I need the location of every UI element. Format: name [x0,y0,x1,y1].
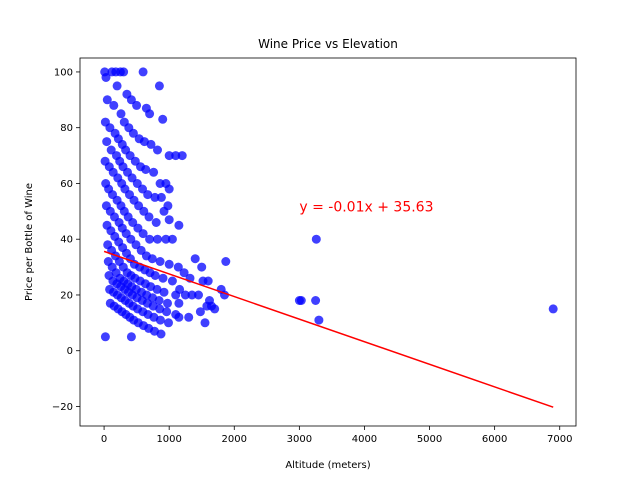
data-point [155,315,165,325]
data-point [194,290,203,300]
data-point [155,257,165,266]
data-point [154,296,164,305]
data-point [150,192,160,202]
data-point [112,81,122,91]
data-point [156,329,166,339]
x-tick-label: 6000 [482,434,507,445]
x-tick-label: 1000 [156,434,181,445]
data-point [177,151,187,161]
data-point [106,145,116,155]
data-point [164,318,173,328]
data-point [155,304,165,314]
data-point [138,229,148,239]
data-point [159,206,169,216]
data-point [548,304,558,314]
y-axis-label: Price per Bottle of Wine [24,183,35,301]
x-tick-label: 0 [101,434,107,445]
data-point [203,276,213,286]
y-axis: −20 0 20 40 60 80 100 [52,67,80,413]
data-point [314,315,324,325]
data-point [200,318,210,328]
data-point [167,234,177,244]
data-point [143,190,153,200]
y-tick-label: 100 [54,67,73,78]
data-point [102,95,112,105]
data-point [147,254,157,264]
data-point [180,290,190,300]
y-tick-label: 0 [67,346,73,357]
data-point [145,109,155,119]
regression-layer [103,250,554,408]
data-point [164,184,174,194]
regression-line [103,250,554,408]
y-tick-label: 60 [60,179,73,190]
data-point [174,298,184,308]
x-tick-label: 2000 [222,434,247,445]
data-point [311,234,321,244]
plot-frame [79,57,577,427]
data-point [195,307,205,317]
data-point [100,332,110,342]
data-point [210,304,220,314]
data-point [128,128,138,138]
data-point [164,151,174,161]
x-tick-label: 3000 [287,434,312,445]
data-point [173,262,183,272]
x-tick-label: 7000 [547,434,572,445]
data-point [175,284,185,294]
data-point [174,312,184,322]
chart-title: Wine Price vs Elevation [258,37,398,51]
data-point [179,268,189,278]
data-point [149,167,159,177]
data-point [151,218,161,227]
data-point [141,165,151,174]
data-point [153,234,162,244]
data-point [187,290,197,300]
data-point [152,284,162,294]
data-point [184,312,194,322]
data-point [102,137,112,147]
data-point [161,234,171,244]
y-tick-label: 40 [60,235,73,246]
data-point [126,332,136,342]
x-tick-label: 4000 [352,434,377,445]
x-axis-label: Altitude (meters) [285,460,370,471]
data-point [119,67,129,77]
data-point [109,100,119,110]
data-point [190,254,200,264]
data-point [150,271,160,280]
data-point [156,192,166,202]
y-tick-label: 80 [60,123,73,134]
data-point [167,276,177,286]
data-point [221,257,231,266]
data-point [146,139,156,149]
data-point [158,114,168,124]
data-point [311,296,321,305]
points-layer [100,67,558,342]
data-point [164,215,174,225]
data-point [171,151,181,161]
data-point [174,220,184,230]
data-point [116,109,126,119]
y-tick-label: 20 [60,290,73,301]
data-point [159,287,169,297]
data-point [164,259,174,269]
data-point [154,81,164,91]
data-point [101,73,111,82]
data-point [145,234,155,244]
data-point [296,296,306,305]
regression-equation: y = -0.01x + 35.63 [299,199,433,215]
x-tick-label: 5000 [417,434,442,445]
x-axis: 0 1000 2000 3000 4000 5000 6000 7000 [101,426,572,445]
data-point [158,273,168,283]
data-point [162,307,172,317]
data-point [144,212,154,222]
data-point [197,262,207,272]
data-point [153,145,162,155]
data-point [138,67,148,77]
y-tick-label: −20 [52,402,73,413]
data-point [132,100,142,110]
data-point [163,298,172,308]
